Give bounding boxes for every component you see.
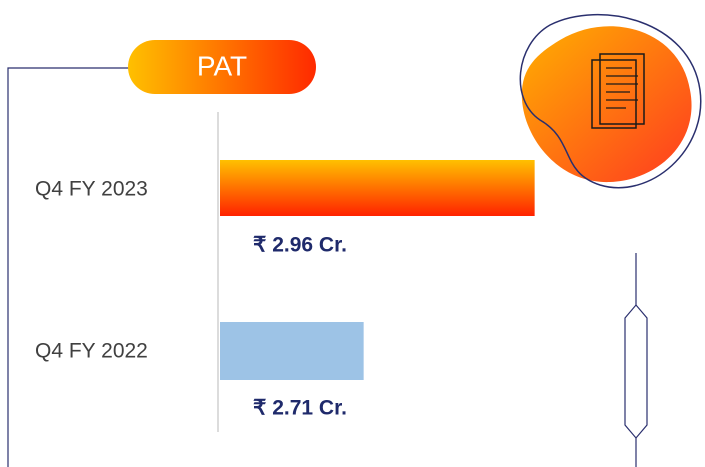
chart-title: PAT bbox=[197, 50, 247, 81]
decor-blob bbox=[520, 15, 700, 188]
value-label: ₹ 2.96 Cr. bbox=[253, 234, 347, 257]
category-label: Q4 FY 2022 bbox=[35, 340, 148, 363]
bar bbox=[220, 160, 535, 216]
frame-line bbox=[8, 68, 130, 467]
value-label: ₹ 2.71 Cr. bbox=[253, 397, 347, 420]
right-decoration bbox=[625, 253, 647, 467]
category-label: Q4 FY 2023 bbox=[35, 178, 148, 201]
bar bbox=[220, 322, 364, 380]
